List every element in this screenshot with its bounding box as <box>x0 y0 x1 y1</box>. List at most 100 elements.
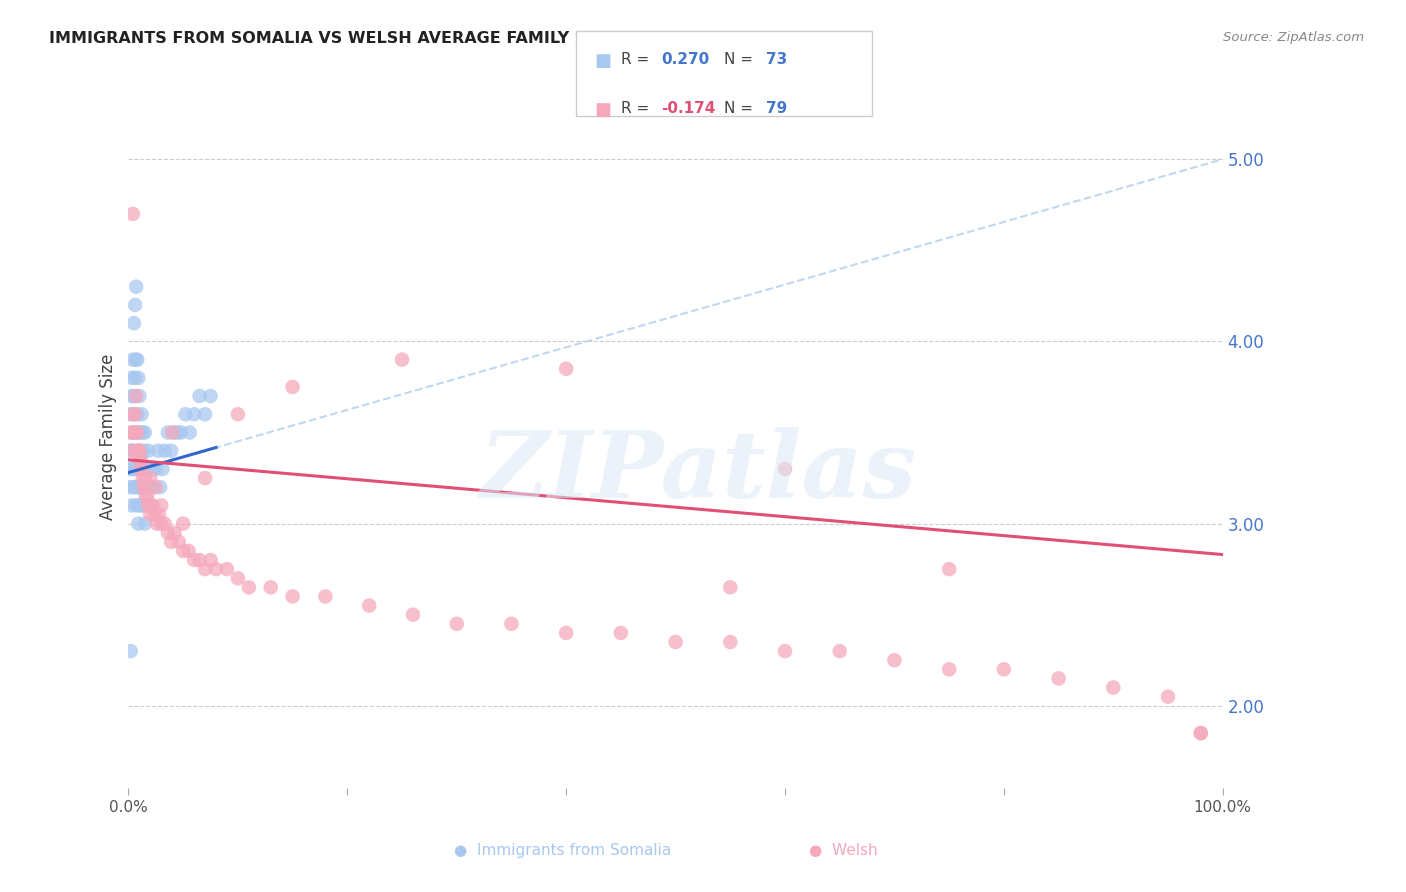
Point <box>127 516 149 531</box>
Point <box>131 407 153 421</box>
Point <box>122 480 145 494</box>
Point <box>139 471 162 485</box>
Point <box>131 425 153 440</box>
Point <box>402 607 425 622</box>
Point <box>127 443 149 458</box>
Point <box>120 644 142 658</box>
Point <box>125 499 148 513</box>
Point <box>127 407 149 421</box>
Point <box>145 480 167 494</box>
Point <box>131 462 153 476</box>
Point <box>773 462 796 476</box>
Point <box>188 553 211 567</box>
Point <box>938 562 960 576</box>
Text: ■: ■ <box>595 52 612 70</box>
Point <box>150 462 173 476</box>
Point <box>131 462 153 476</box>
Point <box>150 499 173 513</box>
Point <box>121 425 143 440</box>
Point <box>773 644 796 658</box>
Text: ●  Immigrants from Somalia: ● Immigrants from Somalia <box>454 843 671 858</box>
Point <box>993 662 1015 676</box>
Point <box>172 544 194 558</box>
Point <box>122 425 145 440</box>
Point <box>281 590 304 604</box>
Point <box>121 499 143 513</box>
Point <box>160 443 183 458</box>
Text: 79: 79 <box>766 101 787 116</box>
Point <box>136 489 159 503</box>
Point <box>125 352 148 367</box>
Point <box>205 562 228 576</box>
Point <box>127 462 149 476</box>
Point <box>125 279 148 293</box>
Point <box>938 662 960 676</box>
Point <box>141 462 163 476</box>
Point <box>121 407 143 421</box>
Text: N =: N = <box>724 101 758 116</box>
Point <box>127 371 149 385</box>
Point <box>226 571 249 585</box>
Point <box>129 453 152 467</box>
Point <box>129 425 152 440</box>
Point <box>118 462 141 476</box>
Point <box>124 425 146 440</box>
Point <box>1189 726 1212 740</box>
Text: R =: R = <box>621 101 655 116</box>
Point <box>121 462 143 476</box>
Point <box>172 516 194 531</box>
Point <box>162 425 184 440</box>
Point <box>156 425 179 440</box>
Point <box>139 480 162 494</box>
Point <box>141 499 163 513</box>
Point <box>183 553 205 567</box>
Point <box>166 425 188 440</box>
Point <box>128 443 150 458</box>
Point <box>200 389 222 403</box>
Point <box>143 508 166 522</box>
Point <box>146 443 169 458</box>
Point <box>142 480 165 494</box>
Point <box>127 443 149 458</box>
Point <box>314 590 336 604</box>
Point <box>136 499 159 513</box>
Point <box>1102 681 1125 695</box>
Point <box>828 644 851 658</box>
Point <box>125 425 148 440</box>
Point <box>215 562 238 576</box>
Text: 0.270: 0.270 <box>661 52 709 67</box>
Point <box>121 352 143 367</box>
Point <box>128 499 150 513</box>
Point <box>134 480 156 494</box>
Point <box>132 480 155 494</box>
Point <box>718 635 741 649</box>
Point <box>163 525 186 540</box>
Point <box>122 480 145 494</box>
Point <box>121 207 143 221</box>
Point <box>121 425 143 440</box>
Point <box>134 425 156 440</box>
Point <box>194 562 217 576</box>
Point <box>127 352 149 367</box>
Point <box>136 462 159 476</box>
Text: R =: R = <box>621 52 655 67</box>
Point <box>1189 726 1212 740</box>
Point <box>124 298 146 312</box>
Point <box>160 534 183 549</box>
Point <box>127 425 149 440</box>
Point <box>260 580 283 594</box>
Y-axis label: Average Family Size: Average Family Size <box>100 354 117 520</box>
Point <box>149 480 172 494</box>
Text: N =: N = <box>724 52 758 67</box>
Point <box>167 534 190 549</box>
Point <box>122 316 145 330</box>
Point <box>124 371 146 385</box>
Point <box>118 480 141 494</box>
Point <box>127 425 149 440</box>
Point <box>163 425 186 440</box>
Point <box>120 425 142 440</box>
Point <box>132 499 155 513</box>
Text: -0.174: -0.174 <box>661 101 716 116</box>
Point <box>138 480 160 494</box>
Text: ZIPatlas: ZIPatlas <box>479 427 915 517</box>
